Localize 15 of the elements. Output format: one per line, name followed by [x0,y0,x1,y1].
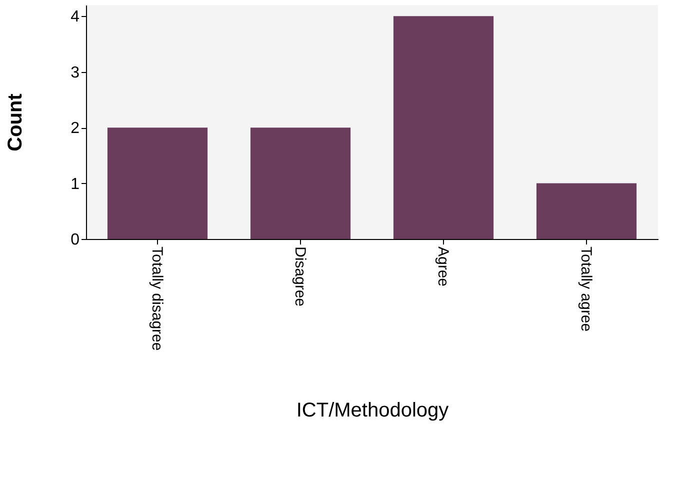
x-tick-label: Agree [434,246,452,287]
bar [393,16,494,239]
y-tick-label: 2 [70,120,80,138]
x-tick-label: Totally agree [578,246,594,332]
x-tick-label: Totally disagree [148,246,166,351]
y-axis-title: Count [4,93,27,152]
x-tick-label: Disagree [292,246,308,307]
y-tick-label: 0 [70,232,80,248]
bar [536,183,637,239]
x-axis-title: ICT/Methodology [296,400,449,422]
y-tick-label: 4 [70,8,80,26]
y-tick-label: 1 [70,176,80,193]
bar [107,128,208,239]
y-tick-label: 3 [70,64,80,82]
bar [250,128,351,239]
